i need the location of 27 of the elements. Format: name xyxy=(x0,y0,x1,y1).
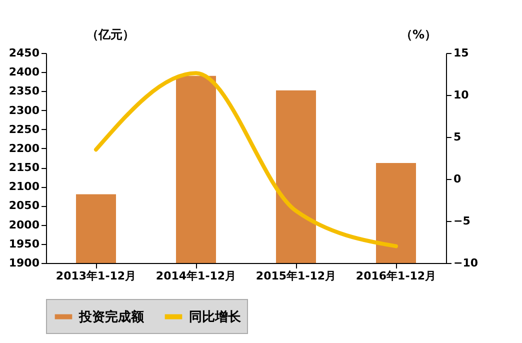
legend-label: 投资完成额 xyxy=(78,308,145,325)
y2-tick-label: −10 xyxy=(454,256,478,270)
y-tick-label: 2200 xyxy=(8,142,40,155)
y-tick-label: 2100 xyxy=(8,180,40,194)
x-tick-label: 2015年1-12月 xyxy=(256,270,336,282)
y-tick-label: 2450 xyxy=(8,46,40,60)
y2-axis-title: （%） xyxy=(400,28,436,42)
y-tick-label: 2150 xyxy=(8,161,40,174)
x-tick-label: 2014年1-12月 xyxy=(156,270,236,282)
y-tick-label: 1950 xyxy=(8,237,40,250)
y2-tick-label: 15 xyxy=(454,46,469,60)
y2-tick-label: −5 xyxy=(454,214,470,228)
x-tick-label: 2013年1-12月 xyxy=(56,270,136,282)
line-series xyxy=(94,71,398,248)
y-tick-label: 2300 xyxy=(8,104,40,117)
y2-tick-label: 0 xyxy=(454,172,462,186)
x-tick-label: 2016年1-12月 xyxy=(356,270,436,282)
y-tick-label: 2400 xyxy=(8,66,40,79)
y-tick-label: 2350 xyxy=(8,84,40,98)
y-axis-title: （亿元） xyxy=(86,28,134,42)
legend-label: 同比增长 xyxy=(189,310,242,325)
y2-tick-label: 10 xyxy=(454,88,470,102)
y-tick-label: 2050 xyxy=(8,199,40,212)
y-tick-label: 2000 xyxy=(8,218,40,232)
y2-tick-label: 5 xyxy=(454,130,462,144)
y-tick-label: 2250 xyxy=(8,122,40,136)
y-tick-label: 1900 xyxy=(8,256,40,270)
